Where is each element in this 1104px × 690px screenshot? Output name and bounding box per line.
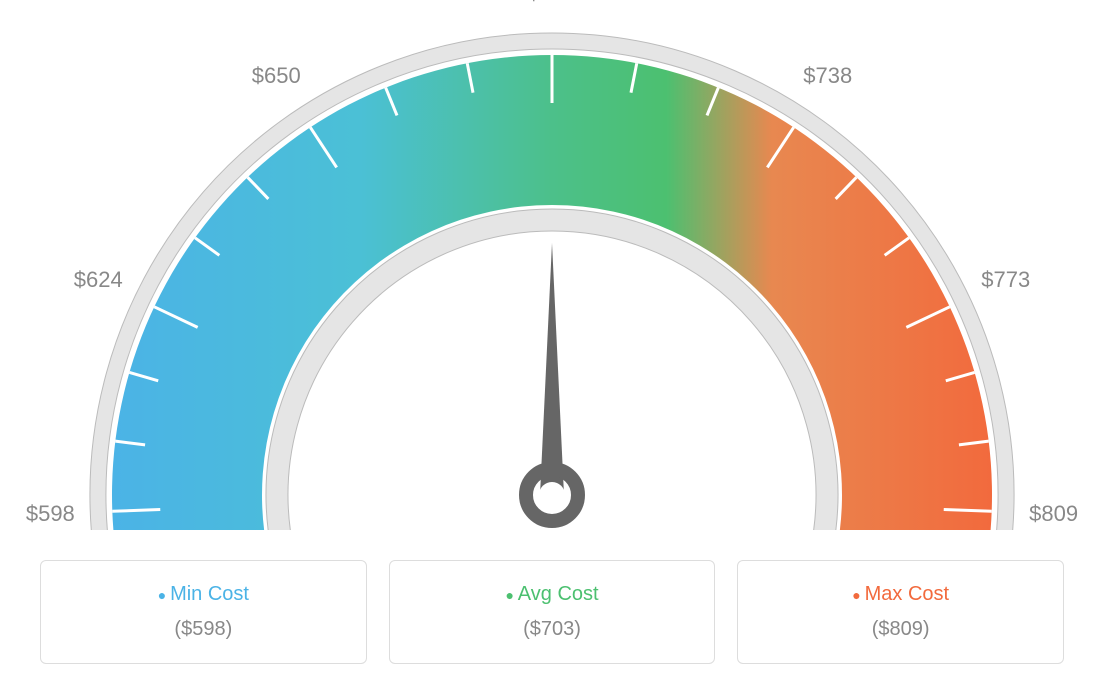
cost-gauge: $598$624$650$703$738$773$809 — [20, 20, 1084, 530]
legend-card: Min Cost ($598) — [40, 560, 367, 664]
gauge-tick-label: $809 — [1029, 501, 1078, 527]
legend-value: ($809) — [748, 618, 1053, 641]
legend-label: Max Cost — [748, 583, 1053, 606]
legend-label: Min Cost — [51, 583, 356, 606]
legend-card: Max Cost ($809) — [737, 560, 1064, 664]
gauge-tick-label: $650 — [252, 63, 301, 89]
legend-label: Avg Cost — [400, 583, 705, 606]
legend-card: Avg Cost ($703) — [389, 560, 716, 664]
legend-value: ($703) — [400, 618, 705, 641]
legend-value: ($598) — [51, 618, 356, 641]
gauge-tick-label: $624 — [74, 267, 123, 293]
gauge-svg — [20, 20, 1084, 530]
gauge-tick-label: $738 — [803, 63, 852, 89]
legend-row: Min Cost ($598) Avg Cost ($703) Max Cost ($80… — [20, 560, 1084, 664]
gauge-tick-label: $773 — [981, 267, 1030, 293]
gauge-tick-label: $703 — [528, 0, 577, 6]
gauge-tick-label: $598 — [26, 501, 75, 527]
